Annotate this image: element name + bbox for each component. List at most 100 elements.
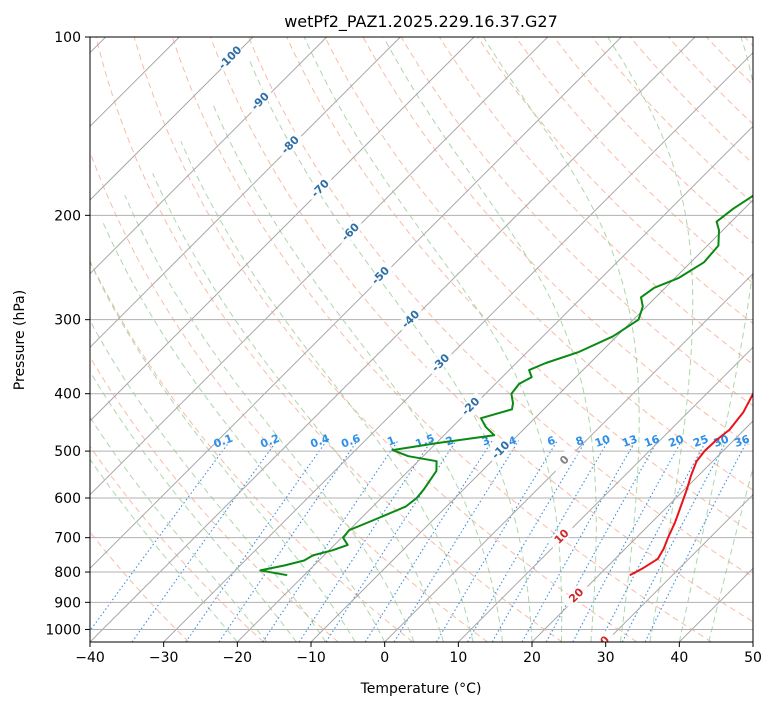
mixing-ratio-label: 8 xyxy=(574,434,586,449)
mixing-ratio-label: 20 xyxy=(667,432,686,450)
isotherm-label-group: 0 xyxy=(549,445,579,474)
isotherm-label-bg xyxy=(426,348,455,377)
isotherm xyxy=(605,493,753,642)
isotherm-label-bg xyxy=(366,261,395,290)
moist-adiabat xyxy=(383,37,597,642)
plot-area: -100-90-80-70-60-50-40-30-20-10010203040… xyxy=(90,37,753,653)
mixing-ratio-line xyxy=(545,440,659,642)
moist-adiabat xyxy=(124,195,415,642)
moist-adiabat xyxy=(90,370,297,642)
isotherm xyxy=(531,420,753,642)
plot-frame xyxy=(89,36,754,643)
mixing-ratio-label-group: 3 xyxy=(480,434,492,449)
mixing-ratio-label-group: 36 xyxy=(733,432,752,450)
y-tick-label: 700 xyxy=(54,531,81,547)
mixing-ratio-line xyxy=(364,440,493,642)
isotherm-label-bg xyxy=(547,522,576,551)
x-axis-ticks: −40 −30 −20 −10 0 10 20 30 40 50 xyxy=(75,642,762,666)
mixing-ratio-label-group: 10 xyxy=(593,432,612,450)
x-tick-label: 10 xyxy=(449,650,467,666)
moist-adiabat xyxy=(678,37,753,642)
dry-adiabat xyxy=(90,259,414,642)
dry-adiabat xyxy=(515,37,753,284)
mixing-ratio-label-group: 30 xyxy=(712,432,731,450)
isotherm-label-bg xyxy=(587,628,616,642)
mixing-ratio-line xyxy=(262,440,399,642)
mixing-ratio-label-group: 4 xyxy=(507,434,519,449)
mixing-ratio-label: 25 xyxy=(691,432,710,449)
mixing-ratio-label-group: 13 xyxy=(620,432,639,449)
dry-adiabat xyxy=(95,37,563,642)
y-tick-label: 400 xyxy=(54,387,81,403)
mixing-ratio-label-group: 6 xyxy=(545,434,557,449)
mixing-ratio-label: 30 xyxy=(712,432,731,450)
mixing-ratio-label-group: 0.4 xyxy=(309,432,332,451)
moist-adiabat xyxy=(249,61,533,642)
moist-adiabat xyxy=(102,221,386,642)
isotherm xyxy=(163,51,753,642)
isotherm xyxy=(90,37,328,275)
isotherm xyxy=(90,37,549,496)
mixing-ratio-line xyxy=(467,440,587,642)
moist-adiabat xyxy=(152,173,445,642)
mixing-ratio-label-group: 20 xyxy=(667,432,686,450)
isotherm xyxy=(384,272,753,642)
mixing-ratio-label: 0.6 xyxy=(339,432,362,451)
y-tick-label: 200 xyxy=(54,208,81,224)
mixing-ratio-label: 3 xyxy=(480,434,492,449)
y-tick-label: 600 xyxy=(54,491,81,507)
isotherm xyxy=(90,37,622,570)
y-tick-label: 800 xyxy=(54,565,81,581)
isotherm-label-bg xyxy=(215,43,244,72)
isotherm-label: 30 xyxy=(592,633,612,653)
moist-adiabat xyxy=(212,104,503,642)
moist-adiabat xyxy=(303,37,563,642)
mixing-ratio-label: 4 xyxy=(507,434,519,449)
x-tick-label: 30 xyxy=(597,650,615,666)
isotherm-label-bg xyxy=(549,445,579,474)
isotherm-label-bg xyxy=(245,86,275,116)
dry-adiabat xyxy=(210,37,753,623)
isotherm xyxy=(236,125,753,642)
isotherm-label-bg xyxy=(456,391,485,421)
mixing-ratio-label-group: 1 xyxy=(385,434,397,449)
dry-adiabat xyxy=(90,356,339,642)
mixing-ratio-labels: 0.1 0.2 0.4 0.6 1 1.5 2 3 4 6 8 10 13 16 20 25 30 36 xyxy=(212,432,752,451)
x-tick-label: 50 xyxy=(744,650,762,666)
mixing-ratio-label: 10 xyxy=(593,432,612,450)
isotherm-label-group: 30 xyxy=(587,628,616,653)
mixing-ratio-label-group: 0.1 xyxy=(212,432,235,451)
isotherm-label-bg xyxy=(561,581,591,610)
temperature-profile-line xyxy=(629,391,753,577)
isotherm-label-bg xyxy=(486,435,515,464)
mixing-ratio-line xyxy=(644,440,748,642)
mixing-ratio-label-group: 16 xyxy=(642,432,661,450)
isotherm xyxy=(90,37,254,201)
pressure-gridlines xyxy=(90,37,753,630)
mixing-ratio-line xyxy=(90,440,231,632)
mixing-ratio-label: 0.2 xyxy=(259,432,282,451)
isotherm-label-bg xyxy=(305,174,335,203)
isotherm xyxy=(310,199,753,642)
mixing-ratio-label-group: 25 xyxy=(691,432,710,449)
y-tick-label: 1000 xyxy=(45,622,81,638)
mixing-ratio-line xyxy=(298,440,432,642)
x-tick-label: −30 xyxy=(149,650,179,666)
x-axis-label: Temperature (°C) xyxy=(360,681,482,697)
mixing-ratio-line xyxy=(131,440,278,642)
moist-adiabat xyxy=(607,37,694,642)
isotherm-label-bg xyxy=(275,130,305,159)
x-tick-label: 0 xyxy=(380,650,389,666)
dry-adiabat xyxy=(286,37,753,534)
mixing-ratio-label-group: 0.2 xyxy=(259,432,282,451)
mixing-ratio-line xyxy=(491,440,609,642)
mixing-ratio-label: 1 xyxy=(385,434,397,449)
mixing-ratio-label-group: 8 xyxy=(574,434,586,449)
dry-adiabat xyxy=(324,37,753,491)
x-tick-label: 40 xyxy=(670,650,688,666)
mixing-ratio-label: 0.4 xyxy=(309,432,332,451)
dry-adiabat xyxy=(90,445,264,642)
x-tick-label: 20 xyxy=(523,650,541,666)
y-tick-label: 100 xyxy=(54,30,81,46)
isotherm-label-bg xyxy=(396,304,425,334)
